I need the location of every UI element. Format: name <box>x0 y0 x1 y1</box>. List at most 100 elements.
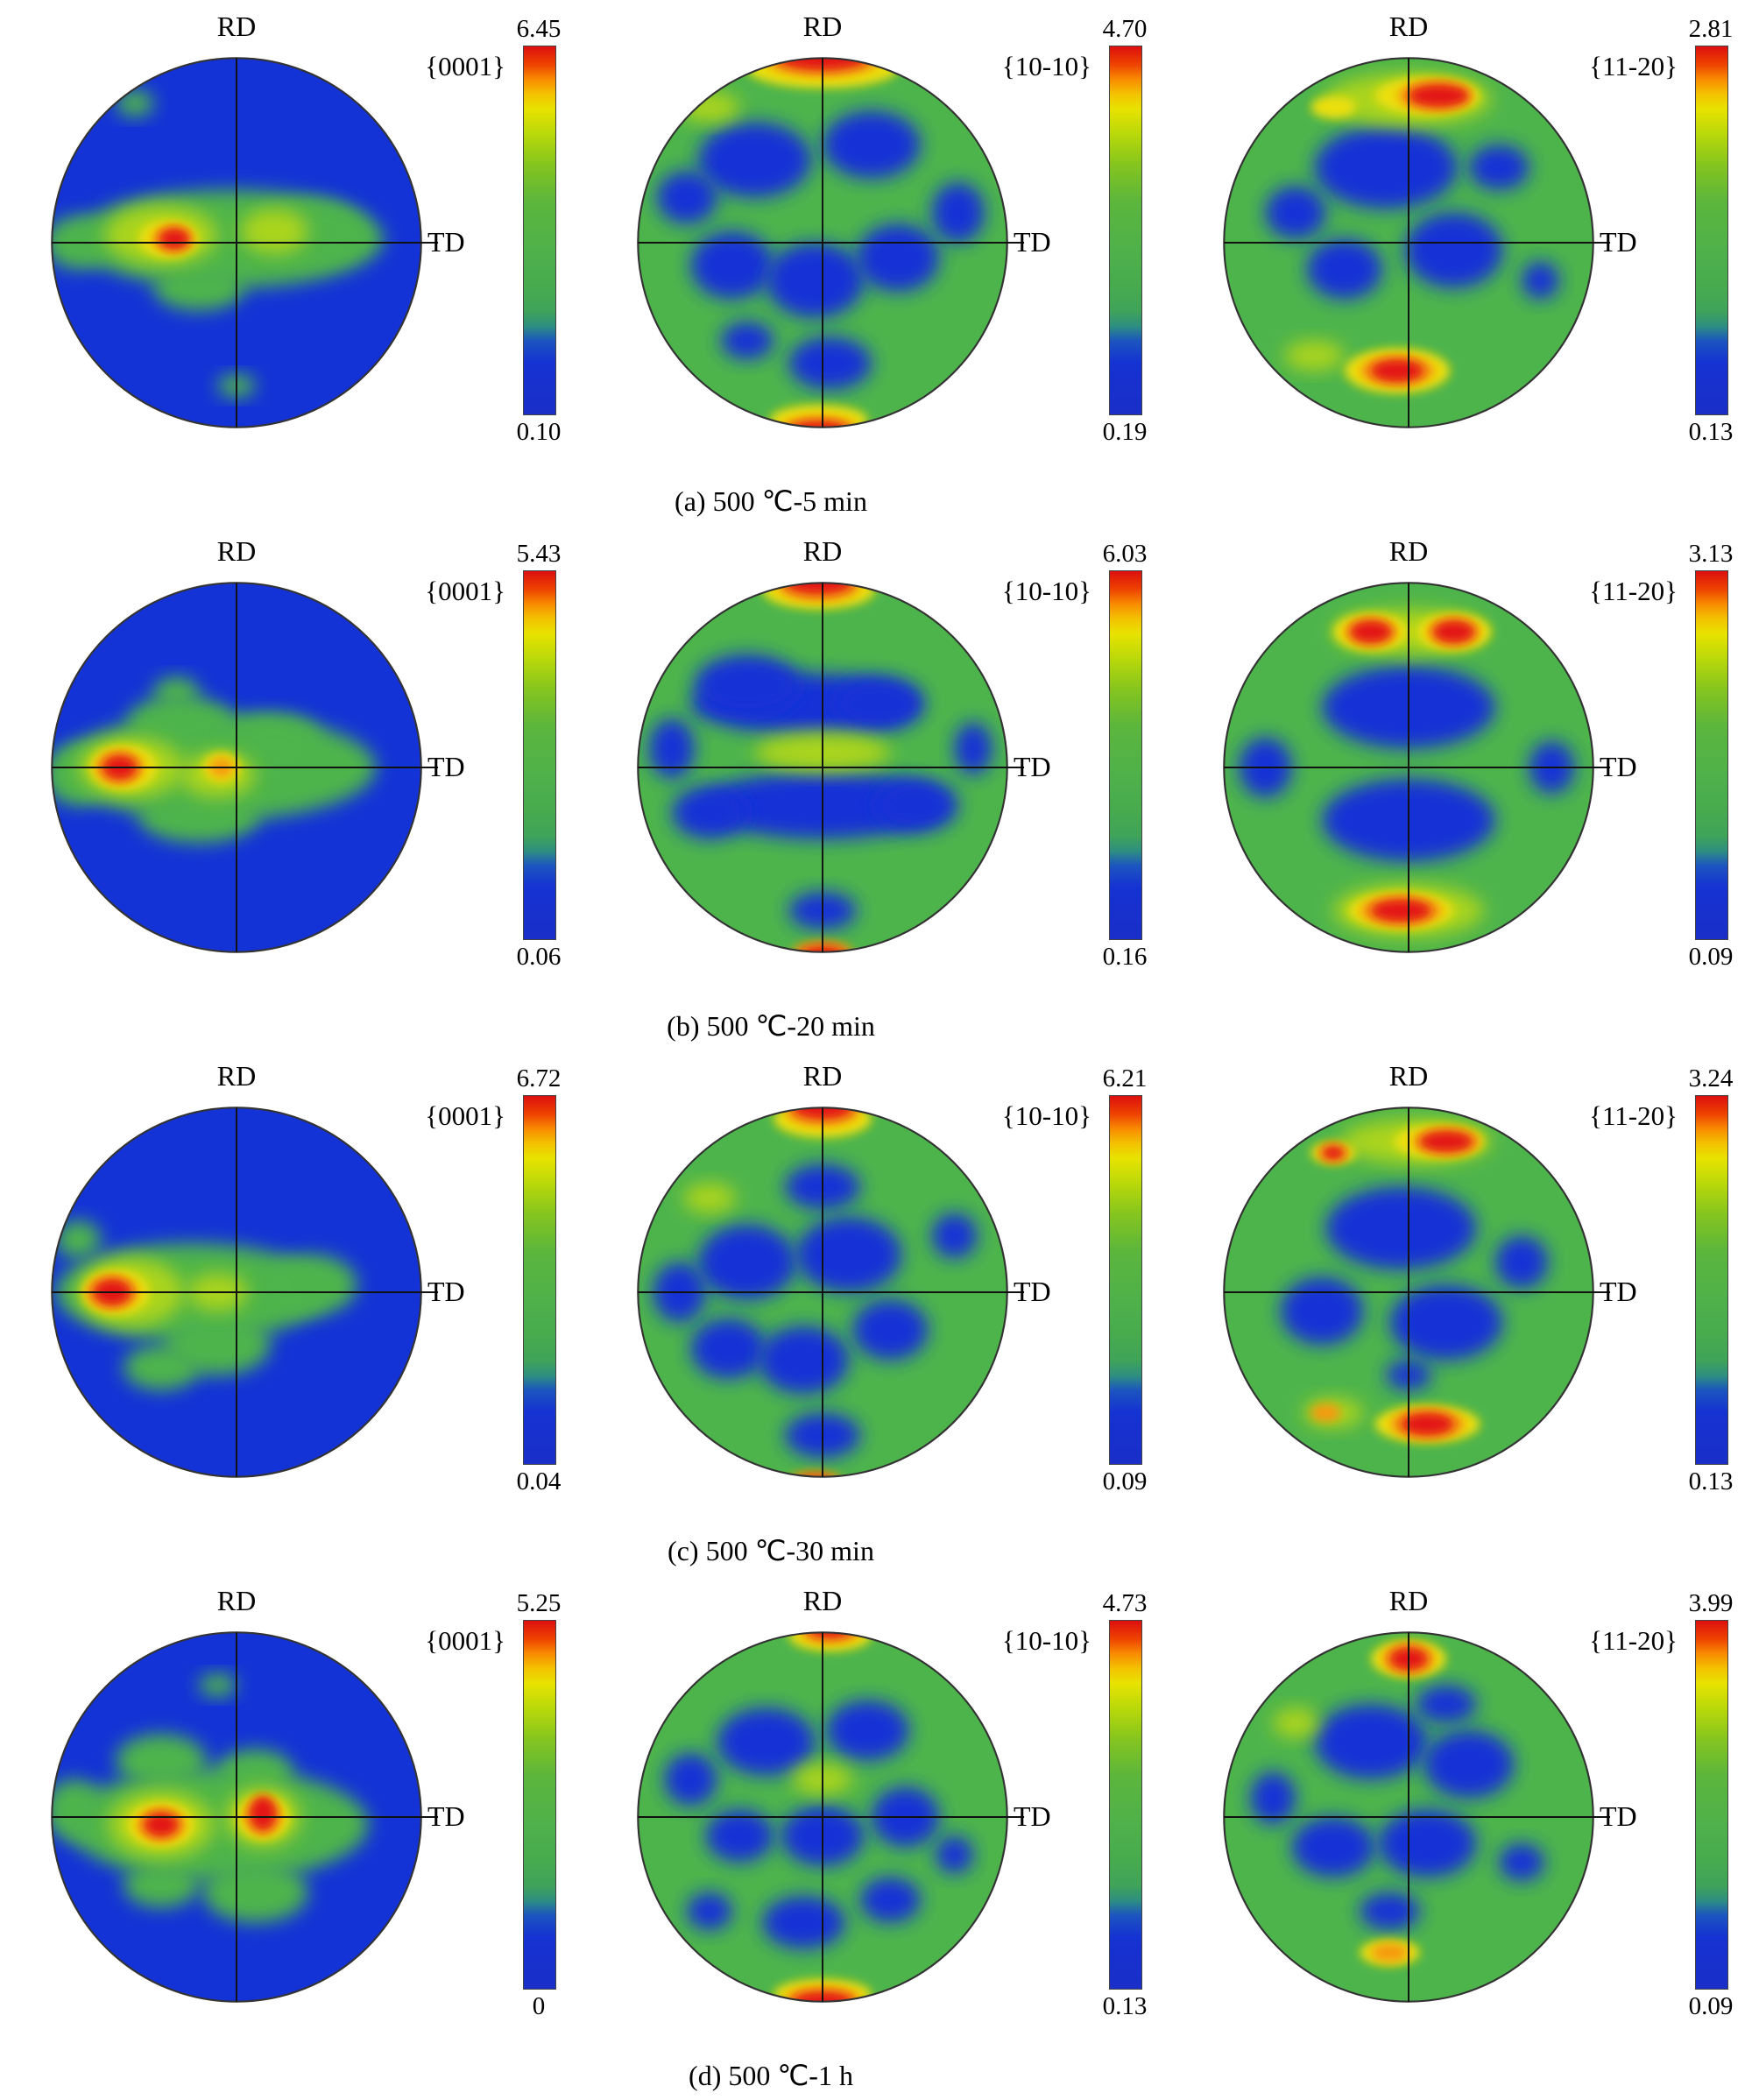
td-axis-label: TD <box>1600 1799 1637 1832</box>
rd-axis-label: RD <box>802 1585 843 1616</box>
td-axis-label: TD <box>1014 750 1051 782</box>
pole-figure-circle: TD <box>1220 54 1637 431</box>
colorbar-gradient <box>1109 46 1142 415</box>
pole-figure-circle: TD <box>48 54 465 431</box>
colorbar-gradient <box>1109 570 1142 940</box>
rd-axis-label: RD <box>1388 535 1429 567</box>
pole-family-label: {0001} <box>425 51 505 81</box>
pole-figure-plot <box>637 1631 1025 2003</box>
pole-figure-plot <box>1223 1107 1611 1478</box>
pole-figure-circle: TD <box>634 579 1051 956</box>
pole-family-label: {10-10} <box>1001 576 1091 606</box>
colorbar: 6.45 0.10 <box>517 12 562 449</box>
colorbar-max-label: 4.73 <box>1102 1589 1148 1617</box>
colorbar-max-label: 5.43 <box>516 540 562 568</box>
pole-figure-plot <box>1223 57 1611 428</box>
colorbar: 4.73 0.13 <box>1103 1587 1148 2023</box>
pole-figure-panel: RD {10-10} TD 6.03 0.16 <box>586 525 1172 1004</box>
rd-axis-label: RD <box>1388 11 1429 42</box>
colorbar-max-label: 3.24 <box>1688 1064 1734 1092</box>
row-caption: (d) 500 ℃-1 h <box>689 2060 853 2091</box>
pole-figure-panel: RD {10-10} TD 4.70 0.19 <box>586 0 1172 479</box>
colorbar-max-label: 3.13 <box>1688 540 1734 568</box>
colorbar-max-label: 5.25 <box>516 1589 562 1617</box>
rd-axis-label: RD <box>802 535 843 567</box>
rd-axis-label: RD <box>216 535 257 567</box>
colorbar-gradient <box>1695 1620 1728 1990</box>
colorbar-max-label: 2.81 <box>1688 15 1734 43</box>
colorbar-max-label: 4.70 <box>1102 15 1148 43</box>
td-axis-label: TD <box>1014 1799 1051 1832</box>
rd-axis-label: RD <box>1388 1585 1429 1616</box>
pole-family-label: {0001} <box>425 1100 505 1131</box>
pole-figure-panel: RD {0001} TD 6.45 0.10 <box>0 0 586 479</box>
colorbar: 3.24 0.13 <box>1689 1062 1734 1498</box>
rd-axis-label: RD <box>1388 1060 1429 1092</box>
pole-figure-panel: RD {0001} TD 6.72 0.04 <box>0 1050 586 1529</box>
colorbar-min-label: 0.06 <box>516 943 562 971</box>
colorbar: 3.13 0.09 <box>1689 537 1734 973</box>
pole-figure-circle: TD <box>634 1104 1051 1481</box>
colorbar: 5.25 0 <box>517 1587 562 2023</box>
pole-figure-panel: RD {11-20} TD 3.24 0.13 <box>1172 1050 1758 1529</box>
colorbar-gradient <box>1109 1095 1142 1465</box>
td-axis-label: TD <box>1600 1275 1637 1307</box>
pole-figure-plot <box>51 1631 439 2003</box>
colorbar-gradient <box>1695 46 1728 415</box>
pole-family-label: {0001} <box>425 1625 505 1656</box>
colorbar: 4.70 0.19 <box>1103 12 1148 449</box>
colorbar-min-label: 0.04 <box>516 1467 562 1495</box>
colorbar-gradient <box>523 1095 556 1465</box>
colorbar-min-label: 0.19 <box>1102 418 1148 446</box>
colorbar: 6.21 0.09 <box>1103 1062 1148 1498</box>
pole-figure-panel: RD {11-20} TD 2.81 0.13 <box>1172 0 1758 479</box>
td-axis-label: TD <box>1014 1275 1051 1307</box>
row-d: RD {0001} TD 5.25 0 RD {10-10} TD <box>0 1574 1759 2099</box>
td-axis-label: TD <box>427 225 465 258</box>
colorbar-min-label: 0.13 <box>1102 1992 1148 2020</box>
pole-figure-panel: RD {10-10} TD 6.21 0.09 <box>586 1050 1172 1529</box>
rd-axis-label: RD <box>216 1585 257 1616</box>
rd-axis-label: RD <box>802 1060 843 1092</box>
rd-axis-label: RD <box>802 11 843 42</box>
pole-figure-circle: TD <box>634 1629 1051 2005</box>
pole-figure-plot <box>51 57 439 428</box>
td-axis-label: TD <box>1600 750 1637 782</box>
pole-figure-plot <box>1223 582 1611 953</box>
pole-figure-panel: RD {11-20} TD 3.13 0.09 <box>1172 525 1758 1004</box>
colorbar-min-label: 0.09 <box>1688 943 1734 971</box>
pole-figure-circle: TD <box>48 1104 465 1481</box>
pole-family-label: {11-20} <box>1589 1100 1678 1131</box>
colorbar-min-label: 0.09 <box>1102 1467 1148 1495</box>
pole-figure-panel: RD {10-10} TD 4.73 0.13 <box>586 1574 1172 2054</box>
pole-figure-plot <box>51 1107 439 1478</box>
colorbar-gradient <box>1109 1620 1142 1990</box>
colorbar-min-label: 0.09 <box>1688 1992 1734 2020</box>
row-caption: (c) 500 ℃-30 min <box>668 1535 874 1566</box>
colorbar: 6.72 0.04 <box>517 1062 562 1498</box>
pole-family-label: {11-20} <box>1589 576 1678 606</box>
pole-figure-circle: TD <box>1220 1629 1637 2005</box>
td-axis-label: TD <box>427 1275 465 1307</box>
colorbar-max-label: 6.03 <box>1102 540 1148 568</box>
row-c: RD {0001} TD 6.72 0.04 RD {10-10} TD <box>0 1050 1759 1574</box>
row-caption: (b) 500 ℃-20 min <box>667 1010 875 1042</box>
td-axis-label: TD <box>427 1799 465 1832</box>
colorbar: 6.03 0.16 <box>1103 537 1148 973</box>
pole-family-label: {11-20} <box>1589 51 1678 81</box>
colorbar-max-label: 6.21 <box>1102 1064 1148 1092</box>
pole-figure-circle: TD <box>634 54 1051 431</box>
pole-figure-circle: TD <box>48 579 465 956</box>
pole-figure-panel: RD {11-20} TD 3.99 0.09 <box>1172 1574 1758 2054</box>
colorbar-min-label: 0.16 <box>1102 943 1148 971</box>
row-a: RD {0001} TD 6.45 0.10 RD {10-10} TD <box>0 0 1759 525</box>
colorbar-gradient <box>523 46 556 415</box>
colorbar-max-label: 3.99 <box>1688 1589 1734 1617</box>
colorbar-gradient <box>523 570 556 940</box>
pole-figure-circle: TD <box>48 1629 465 2005</box>
colorbar: 3.99 0.09 <box>1689 1587 1734 2023</box>
pole-family-label: {10-10} <box>1001 1100 1091 1131</box>
row-caption: (a) 500 ℃-5 min <box>675 485 867 517</box>
colorbar-min-label: 0 <box>532 1992 546 2020</box>
